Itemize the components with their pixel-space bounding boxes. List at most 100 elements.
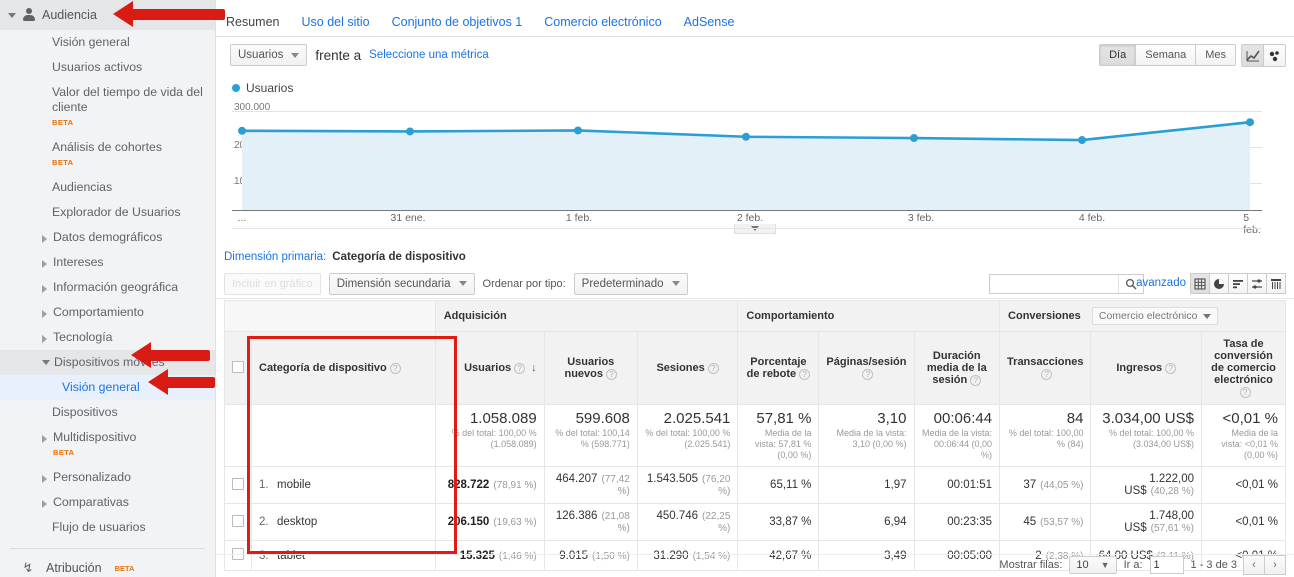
comparison-view-icon[interactable] bbox=[1247, 273, 1267, 294]
line-chart-icon[interactable] bbox=[1241, 44, 1264, 67]
row-checkbox[interactable] bbox=[232, 477, 244, 490]
chart-legend: Usuarios bbox=[232, 81, 293, 95]
table-row[interactable]: 2. desktop 206.150 (19,63 %) 126.386 (21,08… bbox=[224, 503, 1286, 541]
range-label: 1 - 3 de 3 bbox=[1190, 559, 1237, 571]
row-name[interactable]: tablet bbox=[277, 549, 306, 562]
select-all-checkbox[interactable] bbox=[232, 360, 244, 373]
tab-conjunto-objetivos-1[interactable]: Conjunto de objetivos 1 bbox=[391, 15, 523, 29]
help-icon[interactable]: ? bbox=[1239, 386, 1251, 398]
row-checkbox[interactable] bbox=[232, 514, 244, 527]
sidebar-item-datos-demograficos[interactable]: Datos demográficos bbox=[0, 225, 215, 250]
row-checkbox-cell[interactable] bbox=[224, 540, 252, 571]
table-search[interactable] bbox=[989, 274, 1144, 294]
tab-resumen[interactable]: Resumen bbox=[226, 15, 280, 29]
summary-subvalue: Media de la vista: 57,81 % (0,00 %) bbox=[754, 428, 812, 460]
summary-subvalue: Media de la vista: 3,10 (0,00 %) bbox=[836, 428, 907, 449]
help-icon[interactable]: ? bbox=[1041, 368, 1053, 380]
scatter-plot-icon[interactable] bbox=[1263, 44, 1286, 67]
granularity-semana[interactable]: Semana bbox=[1135, 44, 1197, 66]
row-checkbox-cell[interactable] bbox=[224, 466, 252, 504]
col-sesiones[interactable]: Sesiones? bbox=[636, 331, 739, 405]
next-page-button[interactable]: › bbox=[1264, 555, 1286, 575]
sidebar-group-label: Dispositivos móviles bbox=[54, 355, 165, 369]
sidebar-item-comportamiento[interactable]: Comportamiento bbox=[0, 300, 215, 325]
sidebar-item-analisis-cohortes[interactable]: Análisis de cohortes BETA bbox=[0, 135, 215, 175]
col-transacciones[interactable]: Transacciones? bbox=[999, 331, 1092, 405]
conversions-type-value: Comercio electrónico bbox=[1098, 310, 1198, 322]
sidebar-item-flujo-usuarios[interactable]: Flujo de usuarios bbox=[0, 515, 215, 540]
pie-chart-view-icon[interactable] bbox=[1209, 273, 1229, 294]
rows-per-page-select[interactable]: 10 ▼ bbox=[1069, 556, 1117, 574]
col-porcentaje-de-rebote[interactable]: Porcentaje de rebote? bbox=[737, 331, 820, 405]
col-paginas-sesion[interactable]: Páginas/sesión? bbox=[818, 331, 915, 405]
sidebar-group-dispositivos-moviles[interactable]: Dispositivos móviles bbox=[0, 350, 215, 375]
col-categoria-de-dispositivo[interactable]: Categoría de dispositivo? bbox=[251, 331, 436, 405]
sidebar-item-tecnologia[interactable]: Tecnología bbox=[0, 325, 215, 350]
sidebar-item-dispositivos[interactable]: Dispositivos bbox=[0, 400, 215, 425]
secondary-dimension-select[interactable]: Dimensión secundaria bbox=[328, 272, 475, 295]
sort-type-select[interactable]: Predeterminado bbox=[573, 272, 688, 295]
tab-uso-del-sitio[interactable]: Uso del sitio bbox=[301, 15, 370, 29]
goto-page-input[interactable] bbox=[1149, 556, 1184, 574]
sidebar-section-atribucion[interactable]: ↯ Atribución BETA bbox=[0, 553, 215, 577]
sidebar-item-valor-tiempo-vida[interactable]: Valor del tiempo de vida del cliente BET… bbox=[0, 80, 215, 135]
table-view-icon[interactable] bbox=[1190, 273, 1210, 294]
col-usuarios[interactable]: Usuarios? ↓ bbox=[434, 331, 545, 405]
help-icon[interactable]: ? bbox=[799, 368, 811, 380]
sidebar-item-usuarios-activos[interactable]: Usuarios activos bbox=[0, 55, 215, 80]
metric-select[interactable]: Usuarios bbox=[230, 44, 308, 66]
help-icon[interactable]: ? bbox=[389, 362, 401, 374]
table-row[interactable]: 1. mobile 828.722 (78,91 %) 464.207 (77,42 … bbox=[224, 466, 1286, 504]
summary-blank-cb bbox=[224, 404, 252, 467]
secondary-dimension-label: Dimensión secundaria bbox=[336, 277, 451, 290]
select-metric-link[interactable]: Seleccione una métrica bbox=[369, 49, 489, 61]
help-icon[interactable]: ? bbox=[514, 362, 526, 374]
help-icon[interactable]: ? bbox=[862, 368, 874, 380]
tab-adsense[interactable]: AdSense bbox=[683, 15, 735, 29]
sidebar-item-intereses[interactable]: Intereses bbox=[0, 250, 215, 275]
versus-label: frente a bbox=[315, 47, 362, 63]
prev-page-button[interactable]: ‹ bbox=[1243, 555, 1265, 575]
include-in-chart-button[interactable]: Incluir en gráfico bbox=[224, 272, 321, 295]
cell-paginas-sesion: 1,97 bbox=[818, 466, 915, 504]
row-name[interactable]: mobile bbox=[277, 479, 311, 491]
granularity-mes[interactable]: Mes bbox=[1195, 44, 1236, 66]
sidebar-item-multidispositivo[interactable]: Multidispositivo BETA bbox=[0, 425, 215, 465]
sidebar-item-personalizado[interactable]: Personalizado bbox=[0, 465, 215, 490]
help-icon[interactable]: ? bbox=[707, 362, 719, 374]
chevron-right-icon bbox=[42, 260, 47, 268]
tab-comercio-electronico[interactable]: Comercio electrónico bbox=[544, 15, 662, 29]
row-index: 1. bbox=[259, 479, 269, 491]
advanced-link[interactable]: avanzado bbox=[1136, 277, 1186, 289]
help-icon[interactable]: ? bbox=[1165, 362, 1177, 374]
search-icon[interactable] bbox=[1118, 275, 1142, 293]
cell-ingresos: 1.748,00 US$ (57,61 %) bbox=[1090, 503, 1202, 541]
sidebar-item-audiencias[interactable]: Audiencias bbox=[0, 175, 215, 200]
select-all-header[interactable] bbox=[224, 331, 252, 405]
sidebar-section-audiencia[interactable]: Audiencia bbox=[0, 0, 215, 30]
beta-badge: BETA bbox=[53, 448, 75, 457]
help-icon[interactable]: ? bbox=[970, 374, 982, 386]
col-duracion-media-sesion[interactable]: Duración media de la sesión? bbox=[913, 331, 1001, 405]
sidebar-item-dispositivos-moviles-vision-general[interactable]: Visión general bbox=[0, 375, 215, 400]
pivot-view-icon[interactable] bbox=[1266, 273, 1286, 294]
row-name[interactable]: desktop bbox=[277, 516, 318, 528]
help-icon[interactable]: ? bbox=[606, 368, 617, 380]
sidebar-item-explorador-usuarios[interactable]: Explorador de Usuarios bbox=[0, 200, 215, 225]
users-line-chart[interactable]: 300.000 200.000 100.000 bbox=[232, 101, 1262, 211]
col-tasa-conversion-ecommerce[interactable]: Tasa de conversión de comercio electróni… bbox=[1201, 331, 1286, 405]
col-ingresos[interactable]: Ingresos? bbox=[1090, 331, 1202, 405]
sidebar-item-informacion-geografica[interactable]: Información geográfica bbox=[0, 275, 215, 300]
granularity-dia[interactable]: Día bbox=[1099, 44, 1137, 66]
sidebar-item-comparativas[interactable]: Comparativas bbox=[0, 490, 215, 515]
col-usuarios-nuevos[interactable]: Usuarios nuevos? bbox=[543, 331, 638, 405]
report-tabs: Resumen Uso del sitio Conjunto de objeti… bbox=[216, 0, 1294, 37]
conversions-type-select[interactable]: Comercio electrónico bbox=[1091, 307, 1219, 325]
sidebar-item-vision-general[interactable]: Visión general bbox=[0, 30, 215, 55]
row-checkbox-cell[interactable] bbox=[224, 503, 252, 541]
search-input[interactable] bbox=[990, 275, 1118, 293]
chart-collapse-handle[interactable] bbox=[734, 224, 776, 234]
bar-chart-view-icon[interactable] bbox=[1228, 273, 1248, 294]
primary-dimension-value[interactable]: Categoría de dispositivo bbox=[332, 251, 466, 263]
sidebar-item-label: Multidispositivo bbox=[53, 430, 137, 444]
